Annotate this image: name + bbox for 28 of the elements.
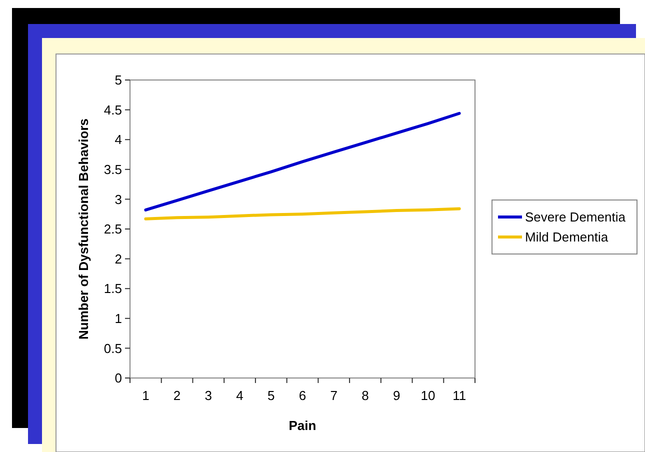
y-tick-label: 2 xyxy=(114,251,122,266)
x-tick-label: 7 xyxy=(330,388,338,403)
y-tick-label: 3 xyxy=(114,192,122,207)
legend-label: Severe Dementia xyxy=(525,210,626,225)
x-tick-label: 2 xyxy=(173,388,181,403)
y-tick-label: 1.5 xyxy=(104,281,122,296)
y-tick-label: 4 xyxy=(114,132,122,148)
x-tick-label: 8 xyxy=(362,388,369,403)
line-series xyxy=(144,112,461,212)
legend-label: Mild Dementia xyxy=(525,230,609,245)
y-tick-label: 5 xyxy=(114,72,122,88)
x-tick-label: 3 xyxy=(204,388,212,403)
x-axis-title: Pain xyxy=(288,418,316,433)
y-tick-label: 1 xyxy=(114,310,122,326)
y-tick-label: 4.5 xyxy=(104,102,122,118)
x-tick-label: 9 xyxy=(392,388,400,403)
x-tick-label: 6 xyxy=(298,388,306,403)
x-tick-label: 11 xyxy=(452,388,466,403)
x-tick-label: 5 xyxy=(268,388,275,403)
y-tick-label: 2.5 xyxy=(104,222,122,237)
y-tick-label: 3.5 xyxy=(104,162,122,177)
y-tick-label: 0 xyxy=(114,370,122,386)
x-tick-label: 1 xyxy=(142,388,150,403)
line-series xyxy=(144,207,461,220)
x-tick-label: 10 xyxy=(420,388,436,403)
y-axis-title: Number of Dysfunctional Behaviors xyxy=(76,118,91,340)
y-tick-label: 0.5 xyxy=(104,340,122,356)
x-tick-label: 4 xyxy=(236,388,244,403)
